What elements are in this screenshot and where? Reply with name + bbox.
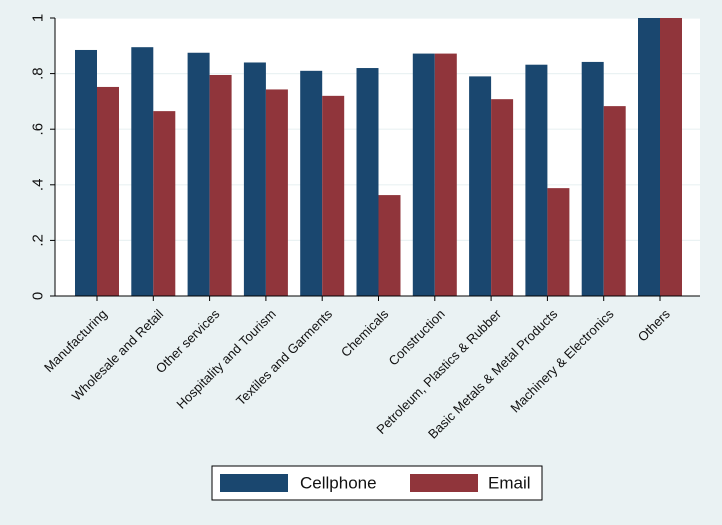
y-tick-label: .6 — [30, 123, 47, 136]
bars — [75, 18, 682, 297]
bar-email-1 — [153, 111, 176, 296]
bar-cellphone-7 — [469, 76, 492, 296]
bar-cellphone-4 — [300, 70, 323, 296]
bar-email-2 — [209, 74, 232, 297]
bar-email-5 — [378, 195, 401, 296]
bar-email-3 — [265, 89, 288, 296]
bar-cellphone-9 — [581, 61, 604, 297]
y-tick-label: 1 — [30, 14, 47, 22]
bar-cellphone-1 — [131, 47, 154, 296]
bar-cellphone-6 — [412, 53, 435, 296]
x-tick-label: Others — [635, 306, 674, 345]
x-tick-label: Construction — [385, 306, 447, 368]
legend-label-cellphone: Cellphone — [300, 474, 377, 493]
bar-email-7 — [491, 99, 514, 297]
legend-swatch-email — [410, 474, 478, 492]
y-tick-label: .4 — [30, 179, 47, 192]
y-tick-label: 0 — [30, 292, 47, 300]
legend-label-email: Email — [488, 474, 531, 493]
bar-email-9 — [603, 106, 626, 296]
x-tick-label: Textiles and Garments — [233, 306, 335, 408]
x-tick-label: Chemicals — [338, 306, 392, 360]
bar-email-0 — [97, 86, 119, 296]
y-tick-label: .2 — [30, 234, 47, 247]
y-ticks: 0 .2 .4 .6 .8 1 — [30, 14, 55, 300]
bar-email-8 — [547, 188, 570, 296]
bar-email-6 — [434, 53, 457, 296]
x-tick-label: Hospitality and Tourism — [173, 306, 278, 411]
bar-cellphone-3 — [243, 62, 266, 297]
bar-cellphone-8 — [525, 64, 548, 296]
bar-email-4 — [322, 95, 345, 296]
bar-cellphone-2 — [187, 52, 210, 296]
bar-cellphone-5 — [356, 68, 379, 296]
legend: Cellphone Email — [211, 465, 543, 501]
bar-cellphone-10 — [638, 18, 660, 296]
bar-email-10 — [660, 18, 682, 296]
bar-cellphone-0 — [75, 49, 97, 296]
x-tick-label: Machinery & Electronics — [507, 306, 617, 416]
legend-swatch-cellphone — [220, 474, 288, 492]
y-tick-label: .8 — [30, 67, 47, 80]
